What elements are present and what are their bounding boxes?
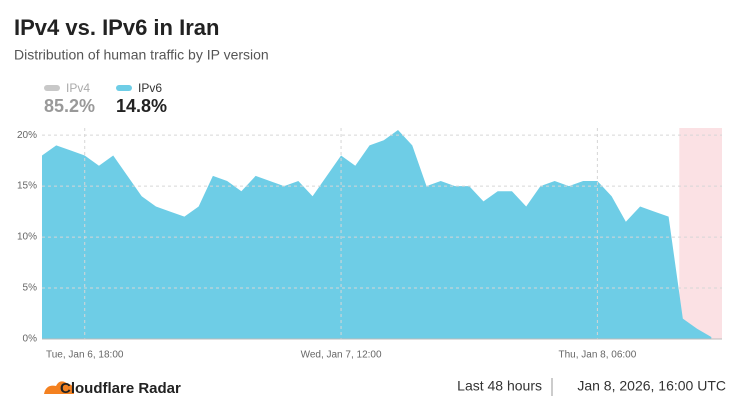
- area: [42, 130, 712, 339]
- chart-title: IPv4 vs. IPv6 in Iran: [14, 15, 219, 40]
- legend-swatch: [44, 85, 60, 91]
- timestamp: Jan 8, 2026, 16:00 UTC: [577, 378, 726, 394]
- x-tick-label: Thu, Jan 8, 06:00: [558, 350, 636, 361]
- legend-label: IPv6: [138, 81, 162, 95]
- legend-value: 85.2%: [44, 96, 95, 116]
- footer: Cloudflare Radar Last 48 hours Jan 8, 20…: [44, 378, 726, 397]
- legend-value: 14.8%: [116, 96, 167, 116]
- brand-name: Cloudflare Radar: [60, 380, 181, 397]
- y-tick-label: 0%: [23, 334, 38, 345]
- legend-label: IPv4: [66, 81, 90, 95]
- y-tick-label: 20%: [17, 130, 37, 141]
- highlight-region: [679, 128, 722, 339]
- legend-swatch: [116, 85, 132, 91]
- y-tick-label: 15%: [17, 181, 37, 192]
- x-tick-label: Tue, Jan 6, 18:00: [46, 350, 124, 361]
- y-tick-label: 5%: [23, 283, 38, 294]
- x-tick-label: Wed, Jan 7, 12:00: [301, 350, 382, 361]
- chart-subtitle: Distribution of human traffic by IP vers…: [14, 47, 269, 63]
- y-tick-label: 10%: [17, 232, 37, 243]
- brand-logo: [44, 381, 74, 394]
- period: Last 48 hours: [457, 378, 542, 394]
